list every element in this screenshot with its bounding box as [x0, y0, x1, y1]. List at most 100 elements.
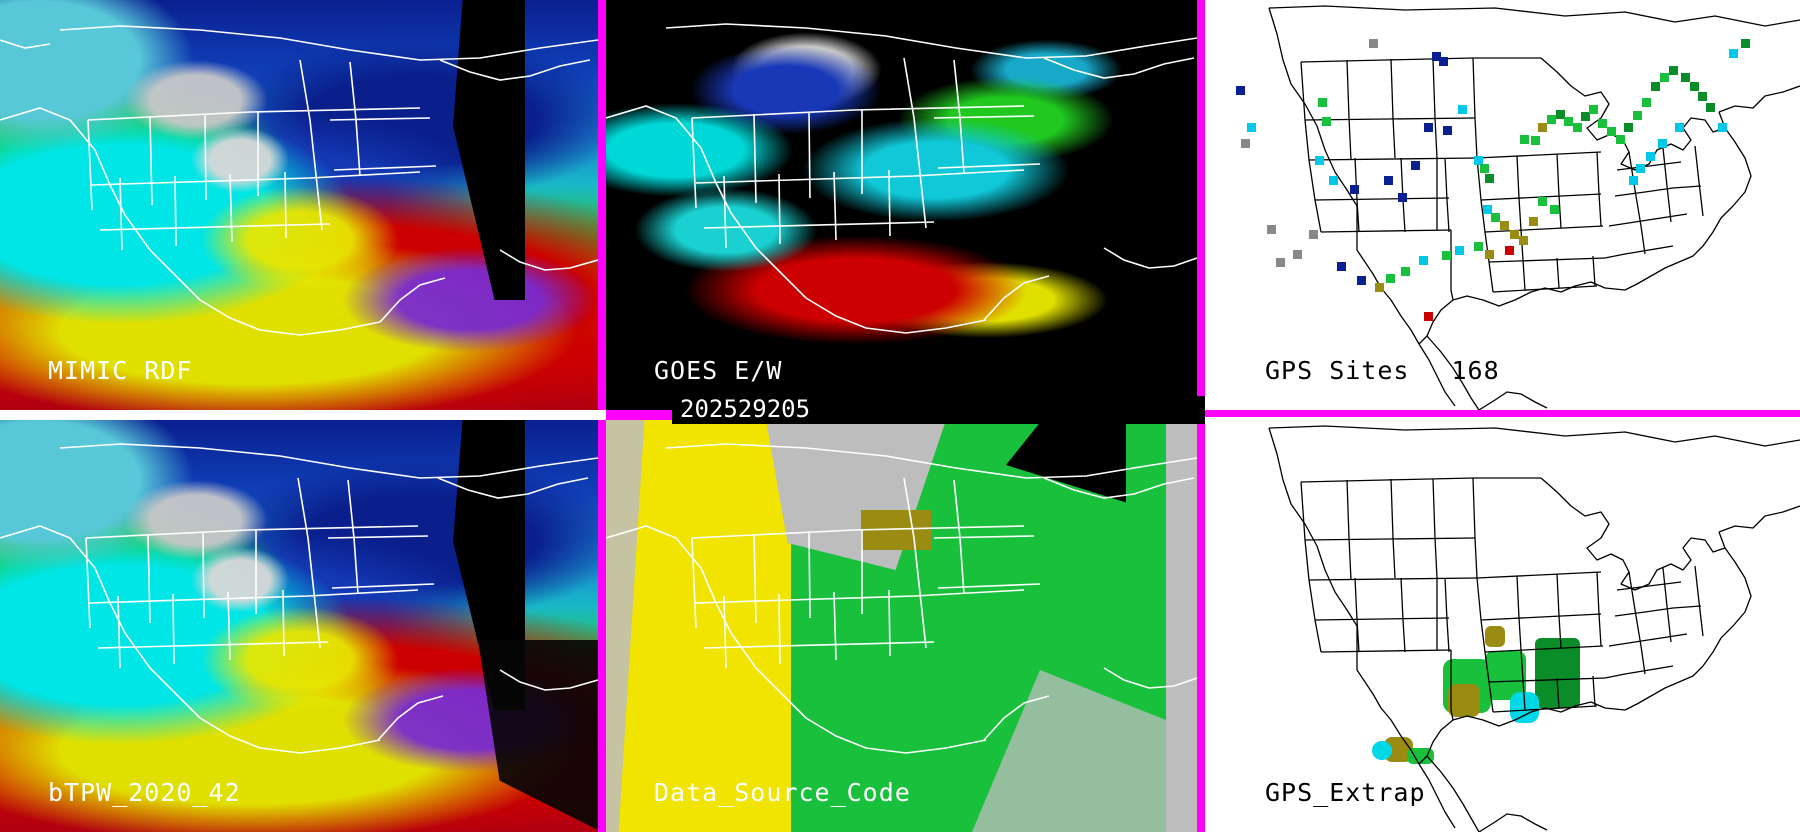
gps-site-marker — [1484, 174, 1494, 184]
gps-site-marker — [1636, 164, 1646, 173]
gps-site-marker — [1337, 262, 1347, 272]
panel-label-gps-extrap: GPS_Extrap — [1265, 778, 1426, 807]
gps-site-marker — [1689, 82, 1699, 91]
gps-site-marker — [1538, 196, 1548, 206]
panel-mimic-rdf[interactable]: MIMIC RDF — [0, 0, 598, 410]
gps-site-marker — [1529, 217, 1539, 227]
panel-gps-sites[interactable]: GPS Sites 168 — [1205, 0, 1800, 410]
gps-site-marker — [1383, 176, 1393, 186]
gps-site-marker — [1315, 155, 1325, 165]
panel-btpw[interactable]: bTPW_2020_42 — [0, 420, 598, 832]
gps-site-marker — [1717, 123, 1727, 132]
gps-site-marker — [1368, 38, 1378, 48]
gps-extrap-region — [1535, 638, 1580, 709]
divider-vertical-right-bottom — [1197, 420, 1205, 832]
gps-site-marker — [1267, 224, 1277, 234]
gps-site-marker — [1659, 72, 1669, 82]
gps-site-marker — [1240, 139, 1250, 149]
gps-site-marker — [1520, 135, 1530, 145]
divider-vertical-left-top — [598, 0, 606, 410]
gps-site-marker — [1633, 110, 1643, 120]
gps-extrap-region — [1407, 747, 1435, 764]
gps-site-marker — [1624, 123, 1634, 132]
gps-site-marker — [1615, 135, 1625, 145]
gps-site-marker — [1499, 221, 1509, 231]
panel-goes-ew[interactable]: GOES E/W — [606, 0, 1197, 410]
gps-site-marker — [1490, 213, 1500, 223]
gps-site-marker — [1318, 98, 1328, 108]
timestamp-bar: 202529205 — [672, 396, 1205, 424]
gps-sites-count: 168 — [1451, 356, 1500, 385]
source-region-olive — [861, 510, 931, 550]
gps-site-marker — [1547, 114, 1557, 124]
gps-site-marker — [1328, 176, 1338, 186]
gps-site-marker — [1572, 123, 1582, 132]
gps-site-marker — [1483, 205, 1493, 214]
gps-site-marker — [1740, 38, 1750, 48]
gps-site-marker — [1293, 250, 1303, 260]
gps-site-marker — [1564, 116, 1574, 126]
gps-site-marker — [1628, 176, 1638, 186]
gps-site-marker — [1556, 109, 1566, 119]
gps-sites-label-text: GPS Sites — [1265, 356, 1410, 385]
gps-site-marker — [1276, 258, 1286, 268]
north-america-outline — [1268, 5, 1800, 410]
gps-site-marker — [1356, 275, 1366, 285]
gps-site-marker — [1235, 86, 1245, 96]
gps-site-marker — [1531, 136, 1541, 146]
gps-site-marker — [1607, 127, 1617, 137]
gps-site-marker — [1309, 229, 1319, 239]
panel-label-mimic-rdf: MIMIC RDF — [48, 356, 193, 385]
panel-label-btpw: bTPW_2020_42 — [48, 778, 241, 807]
gps-site-marker — [1473, 241, 1483, 251]
panel-data-source-code[interactable]: Data_Source_Code — [606, 420, 1197, 832]
gps-site-marker — [1473, 155, 1483, 165]
gps-site-marker — [1581, 111, 1591, 121]
divider-horizontal-right — [1205, 410, 1800, 417]
gps-site-marker — [1669, 65, 1679, 75]
gps-site-marker — [1651, 82, 1661, 91]
panel-gps-extrap[interactable]: GPS_Extrap — [1205, 420, 1800, 832]
gps-site-marker — [1441, 250, 1451, 260]
gps-site-marker — [1519, 235, 1529, 245]
gps-site-marker — [1480, 164, 1490, 173]
gps-site-marker — [1675, 123, 1685, 132]
gps-site-marker — [1411, 160, 1421, 170]
gps-extrap-field — [1205, 420, 1800, 832]
gps-site-marker — [1246, 123, 1256, 132]
gps-site-marker — [1597, 118, 1607, 128]
gps-site-marker — [1423, 311, 1433, 321]
gps-site-marker — [1454, 246, 1464, 255]
panel-label-gps-sites: GPS Sites 168 — [1265, 356, 1500, 385]
raster-goes-field — [606, 0, 1197, 410]
gps-site-marker — [1681, 72, 1690, 82]
gps-site-marker — [1642, 98, 1652, 108]
gps-site-marker — [1484, 250, 1494, 260]
gps-site-marker — [1321, 116, 1331, 126]
gps-site-marker — [1509, 229, 1519, 239]
gps-site-marker — [1386, 273, 1396, 283]
gps-site-marker — [1438, 57, 1448, 67]
gps-site-marker — [1538, 123, 1548, 132]
gps-site-marker — [1457, 104, 1467, 114]
gps-site-marker — [1423, 123, 1433, 132]
gps-site-marker — [1697, 92, 1707, 102]
gps-site-marker — [1728, 49, 1738, 59]
gps-site-marker — [1419, 256, 1429, 266]
gps-site-marker — [1658, 139, 1668, 149]
gps-site-marker — [1443, 126, 1452, 136]
divider-vertical-left-bottom — [598, 420, 606, 832]
gps-site-marker — [1374, 282, 1384, 292]
gps-site-marker — [1550, 205, 1560, 214]
panel-label-goes-ew: GOES E/W — [654, 356, 783, 385]
gps-site-marker — [1588, 104, 1598, 114]
north-america-outline — [1268, 425, 1800, 832]
gps-site-marker — [1349, 185, 1359, 195]
gps-extrap-region — [1371, 741, 1393, 760]
gps-extrap-region — [1447, 683, 1481, 717]
gps-site-marker — [1398, 192, 1408, 202]
gps-site-marker — [1705, 102, 1715, 112]
divider-vertical-right-top — [1197, 0, 1205, 410]
panel-label-data-source-code: Data_Source_Code — [654, 778, 911, 807]
